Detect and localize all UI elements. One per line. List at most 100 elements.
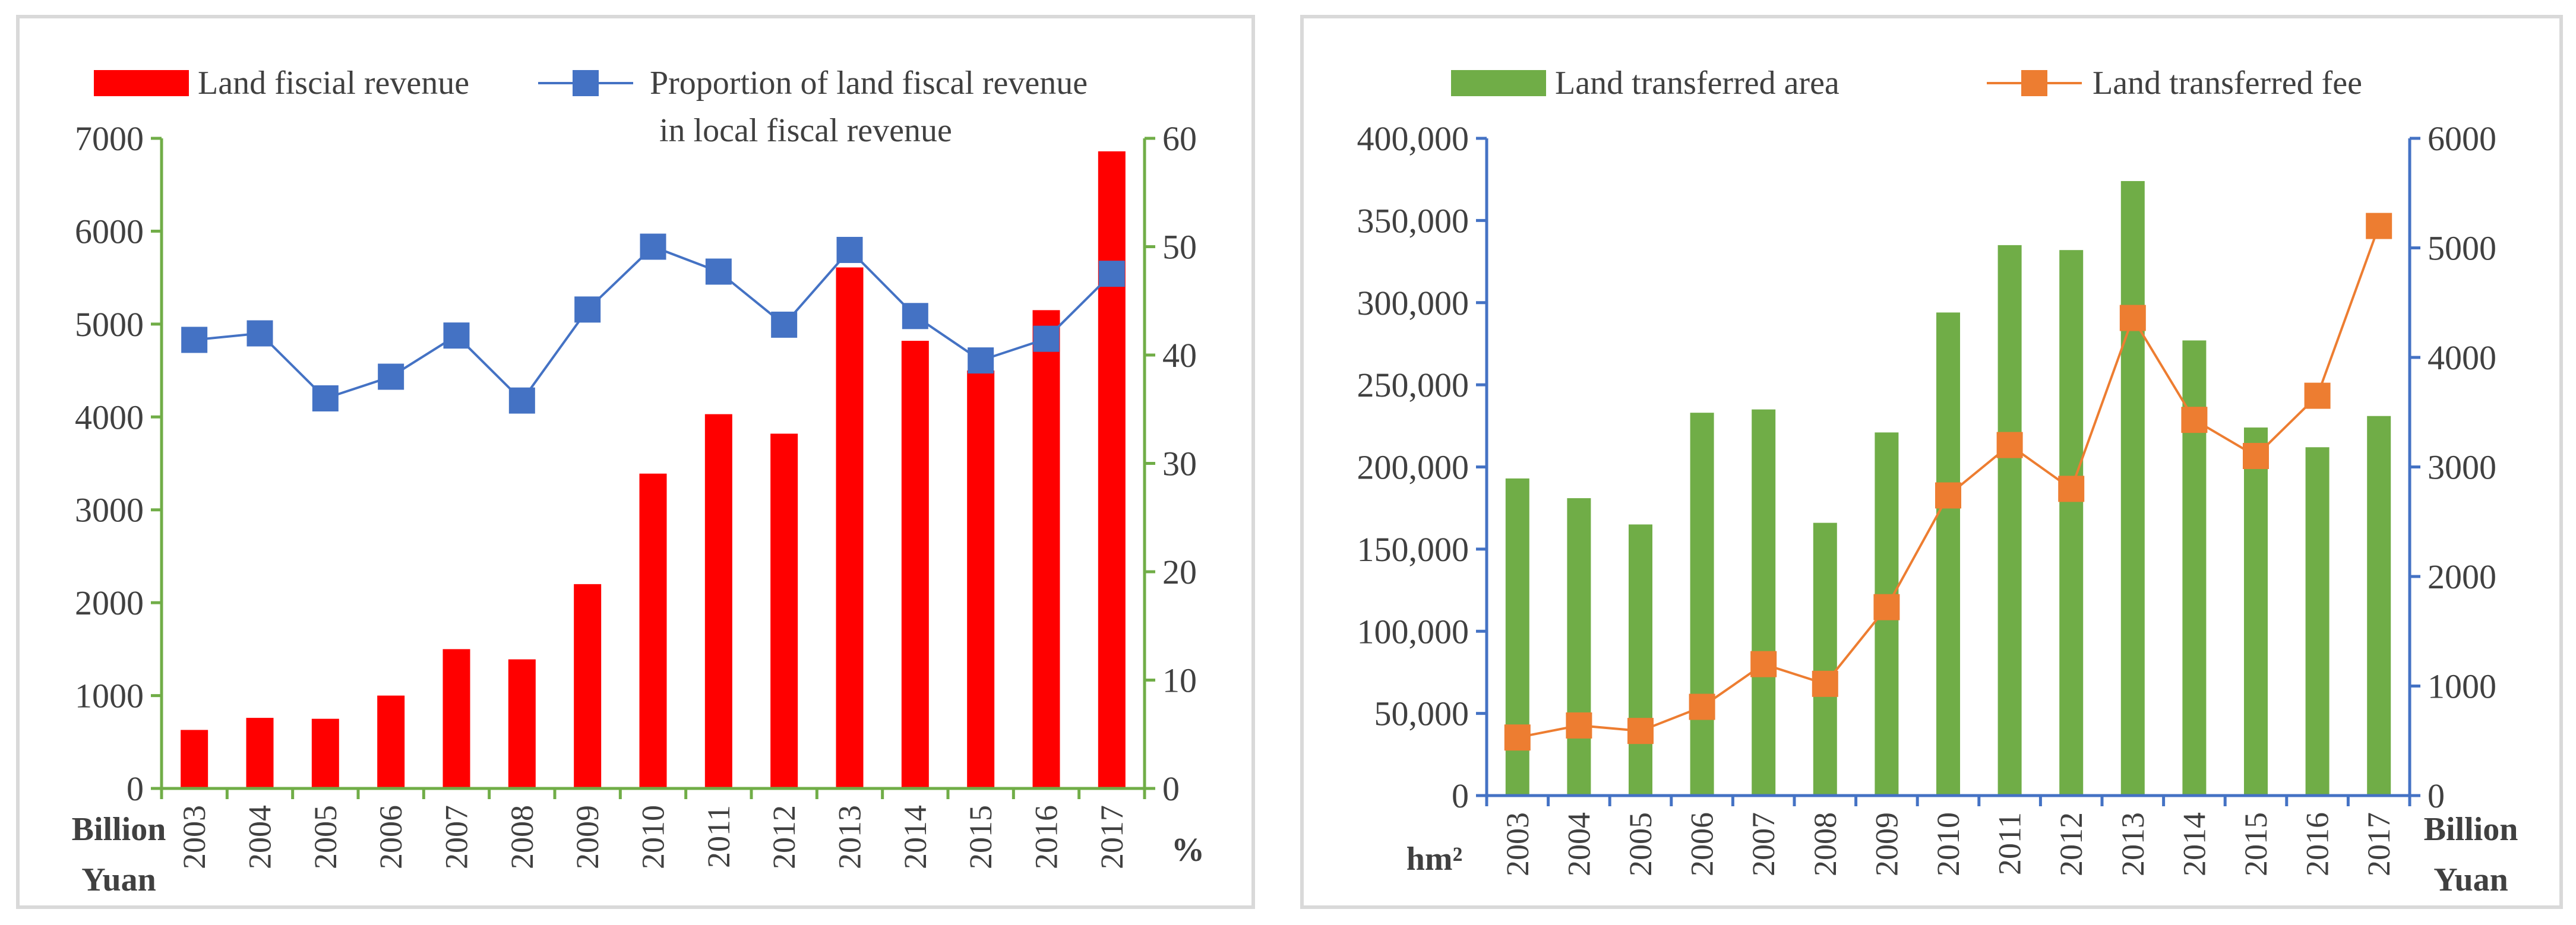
left-tick-label: 200,000 — [1357, 448, 1469, 487]
line-marker-2017 — [1098, 261, 1125, 287]
bar-2014 — [901, 341, 929, 788]
line-marker-2012 — [771, 311, 798, 338]
x-tick-label: 2013 — [832, 805, 868, 869]
left-tick-label: 0 — [127, 769, 144, 808]
legend: Land transferred area Land transferred f… — [1451, 65, 2362, 102]
bar-2012 — [770, 433, 798, 788]
left-axis-unit-line1: Billion — [72, 811, 166, 848]
x-tick-label: 2011 — [1992, 812, 2028, 875]
right-tick-label: 0 — [2428, 777, 2445, 815]
bar-2013 — [2120, 180, 2145, 796]
line-marker-2013 — [2119, 305, 2146, 331]
line-marker-2016 — [1033, 325, 1060, 352]
x-tick-label: 2003 — [1500, 812, 1535, 876]
left-tick-label: 400,000 — [1357, 119, 1469, 158]
line-marker-2003 — [181, 327, 208, 353]
line-marker-2003 — [1504, 724, 1531, 751]
x-tick-label: 2004 — [1561, 812, 1597, 876]
line-marker-2012 — [2058, 476, 2085, 502]
x-tick-label: 2014 — [2176, 812, 2212, 876]
bar-2010 — [639, 473, 667, 788]
left-tick-label: 5000 — [75, 305, 144, 344]
right-axis-unit-line2: Yuan — [2433, 861, 2508, 898]
right-tick-label: 1000 — [2428, 667, 2496, 706]
right-tick-label: 40 — [1162, 336, 1197, 375]
bar-2005 — [311, 718, 339, 788]
bar-2006 — [377, 695, 405, 788]
x-tick-label: 2006 — [1684, 812, 1720, 876]
bar-2004 — [246, 718, 274, 788]
bar-2005 — [1629, 524, 1652, 796]
bar-2016 — [1032, 310, 1060, 788]
line-marker-2017 — [2366, 213, 2392, 239]
bar-2009 — [574, 584, 602, 788]
left-tick-label: 350,000 — [1357, 201, 1469, 240]
x-tick-label: 2013 — [2115, 812, 2151, 876]
x-tick-label: 2011 — [701, 805, 737, 868]
x-tick-label: 2008 — [1807, 812, 1843, 876]
x-tick-label: 2014 — [897, 805, 933, 869]
x-tick-label: 2003 — [176, 805, 212, 869]
x-tick-label: 2004 — [242, 805, 278, 869]
x-tick-label: 2016 — [2300, 812, 2335, 876]
bar-2016 — [2305, 447, 2330, 796]
line-marker-2009 — [574, 296, 601, 323]
left-tick-label: 150,000 — [1357, 530, 1469, 569]
bar-2008 — [1813, 522, 1837, 796]
left-axis-unit-line2: Yuan — [81, 861, 156, 898]
line-marker-2007 — [1750, 651, 1777, 677]
left-tick-label: 50,000 — [1374, 695, 1469, 733]
left-tick-label: 3000 — [75, 491, 144, 530]
legend-swatch-bar — [1451, 70, 1546, 96]
line-marker-2016 — [2304, 382, 2331, 409]
line-marker-2006 — [1689, 693, 1715, 720]
bar-2015 — [2244, 427, 2268, 796]
line-marker-2005 — [312, 385, 339, 411]
left-tick-label: 0 — [1452, 777, 1469, 815]
x-tick-label: 2006 — [373, 805, 409, 869]
line-marker-2014 — [2181, 407, 2208, 433]
line-marker-2008 — [508, 387, 535, 414]
x-tick-label: 2015 — [963, 805, 998, 869]
left-tick-label: 100,000 — [1357, 612, 1469, 651]
legend-swatch-bar — [94, 70, 189, 96]
line-marker-2011 — [1996, 432, 2023, 458]
x-tick-label: 2005 — [308, 805, 343, 869]
bar-2017 — [1098, 151, 1126, 788]
left-tick-label: 4000 — [75, 398, 144, 436]
right-axis-unit-line1: Billion — [2424, 811, 2518, 848]
x-tick-label: 2009 — [1869, 812, 1904, 876]
x-tick-label: 2017 — [1094, 805, 1130, 869]
legend-label-line-2: in local fiscal revenue — [659, 112, 952, 149]
legend-swatch-marker — [573, 70, 599, 96]
legend-swatch-marker — [2021, 70, 2047, 96]
legend: Land fiscial revenue Proportion of land … — [94, 65, 1088, 149]
left-tick-label: 300,000 — [1357, 284, 1469, 322]
bar-2011 — [1997, 245, 2022, 796]
bar-2006 — [1690, 413, 1714, 796]
bar-2007 — [1752, 409, 1776, 796]
right-tick-label: 2000 — [2428, 557, 2496, 596]
line-marker-2009 — [1873, 594, 1900, 620]
line-marker-2010 — [640, 233, 666, 260]
line-marker-2010 — [1935, 482, 1961, 509]
right-tick-label: 6000 — [2428, 119, 2496, 158]
left-axis-unit: hm² — [1406, 841, 1463, 878]
x-tick-label: 2007 — [1746, 812, 1781, 876]
right-tick-label: 3000 — [2428, 448, 2496, 487]
legend-label-bar: Land transferred area — [1555, 65, 1839, 102]
line-marker-2007 — [443, 322, 470, 349]
left-tick-label: 250,000 — [1357, 366, 1469, 404]
left-tick-label: 7000 — [75, 119, 144, 158]
right-tick-label: 50 — [1162, 228, 1197, 267]
right-tick-label: 4000 — [2428, 338, 2496, 377]
right-tick-label: 60 — [1162, 119, 1197, 158]
x-tick-label: 2009 — [570, 805, 605, 869]
right-tick-label: 30 — [1162, 445, 1197, 483]
x-tick-label: 2015 — [2238, 812, 2274, 876]
right-tick-label: 20 — [1162, 553, 1197, 591]
x-tick-label: 2010 — [1930, 812, 1966, 876]
bar-2010 — [1936, 312, 1960, 796]
legend-label-line: Land transferred fee — [2093, 65, 2362, 102]
right-tick-label: 5000 — [2428, 229, 2496, 268]
